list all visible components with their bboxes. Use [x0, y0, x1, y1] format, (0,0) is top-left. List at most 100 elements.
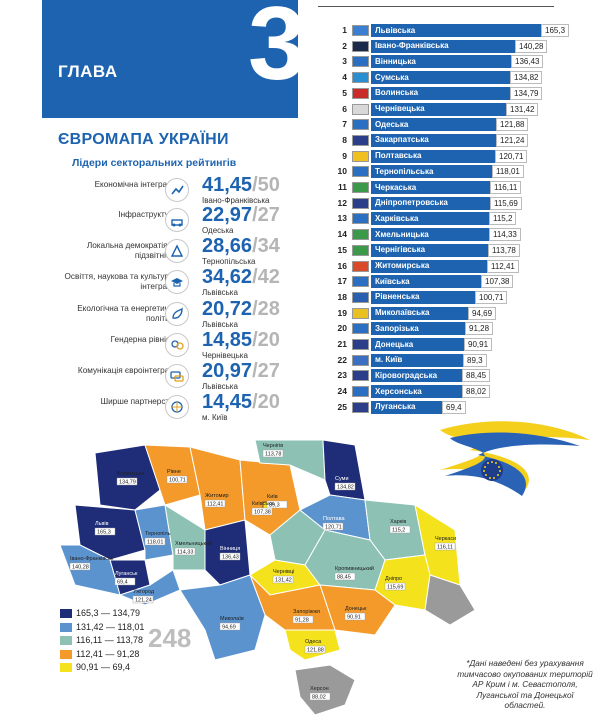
rating-row: 14 Хмельницька 114,33 — [333, 228, 593, 242]
region-flag-icon — [352, 244, 369, 256]
legend-swatch — [60, 609, 72, 618]
legend-swatch — [60, 622, 72, 632]
rating-row: 3 Вінницька 136,43 — [333, 55, 593, 69]
rating-row: 11 Черкаська 116,11 — [333, 181, 593, 194]
rating-value: 131,42 — [506, 102, 539, 116]
region-flag-icon — [352, 229, 369, 241]
rating-rank: 17 — [337, 276, 347, 287]
rating-value: 91,28 — [465, 322, 494, 336]
sector-leader-region: Львівська — [202, 288, 238, 297]
rating-region-name: Харківська — [375, 213, 419, 223]
sector-leader-row: Освіття, наукова та культурна інтеграція… — [48, 267, 310, 300]
rating-rank: 24 — [337, 386, 347, 397]
map-city-label: Черкаси — [435, 536, 456, 542]
map-value-label: 100,71 — [169, 478, 186, 484]
rating-rank: 3 — [342, 56, 347, 67]
chapter-label: ГЛАВА — [58, 62, 118, 81]
rating-bar — [371, 369, 462, 383]
map-value-label: 89,3 — [269, 503, 280, 509]
footnote: *Дані наведені без урахування тимчасово … — [457, 658, 593, 710]
rating-bar — [371, 259, 487, 273]
sector-score-max: /27 — [252, 360, 280, 382]
rating-row: 2 Івано-Франківська 140,28 — [333, 39, 593, 53]
rating-bar — [371, 196, 490, 210]
legend-item: 90,91 — 69,4 — [60, 662, 180, 674]
rating-rank: 5 — [342, 87, 347, 98]
sector-leader-row: Комунікація євроінтеграції 20,97/27 Львівс… — [48, 361, 310, 394]
sector-score: 34,62/42 — [202, 267, 280, 287]
map-city-label: Полтава — [323, 516, 345, 522]
sector-leader-row: Економічна інтеграція 41,45/50 Івано-Франк… — [48, 175, 310, 208]
map-region-kherson — [284, 629, 341, 661]
rating-value: 140,28 — [515, 39, 548, 53]
rating-rank: 11 — [338, 182, 347, 192]
rating-row: 16 Житомирська 112,41 — [333, 259, 593, 273]
democracy-icon — [165, 239, 189, 263]
map-value-label: 121,88 — [307, 648, 324, 654]
region-flag-icon — [352, 401, 369, 413]
legend-range: 165,3 — 134,79 — [76, 608, 141, 618]
page-subtitle: Лідери секторальних рейтингів — [72, 157, 237, 169]
rating-rank: 7 — [342, 119, 347, 130]
rating-row: 19 Миколаївська 94,69 — [333, 306, 593, 320]
rating-region-name: Черкаська — [375, 182, 417, 192]
rating-row: 22 м. Київ 89,3 — [333, 353, 593, 367]
rating-rank: 4 — [342, 72, 347, 83]
rating-region-name: Київська — [375, 276, 410, 286]
region-flag-icon — [352, 386, 369, 398]
region-flag-icon — [352, 354, 369, 366]
rating-rank: 25 — [337, 401, 347, 412]
legend-range: 131,42 — 118,01 — [76, 621, 145, 632]
rating-bar — [371, 86, 510, 100]
map-city-label: Одеса — [305, 639, 322, 645]
rating-row: 7 Одеська 121,88 — [333, 118, 593, 132]
map-value-label: 113,78 — [265, 452, 281, 458]
map-value-box — [251, 507, 273, 516]
map-value-box — [292, 615, 314, 624]
rating-value: 120,71 — [495, 149, 528, 163]
map-value-box — [219, 552, 241, 561]
page-title: ЄВРОМАПА УКРАЇНИ — [58, 131, 229, 148]
rating-bar — [371, 275, 481, 289]
map-city-label: Харків — [390, 519, 406, 525]
map-city-label: Львів — [95, 521, 109, 527]
sector-name: Ширше партнерство — [100, 397, 178, 406]
page-number: 248 — [148, 623, 192, 653]
rating-value: 107,38 — [481, 275, 514, 289]
map-city-label: Луганськ — [115, 571, 138, 577]
map-value-box — [94, 527, 116, 536]
region-flag-icon — [352, 339, 369, 350]
map-value-box — [116, 477, 138, 486]
rating-row: 4 Сумська 134,82 — [333, 71, 593, 85]
rating-row: 24 Херсонська 88,02 — [333, 385, 593, 399]
sector-score: 20,72/28 — [202, 299, 280, 319]
map-value-box — [344, 612, 366, 621]
map-value-label: 88,45 — [337, 575, 351, 581]
infrastructure-icon — [165, 208, 189, 232]
rating-row: 8 Закарпатська 121,24 — [333, 133, 593, 147]
legend-item: 131,42 — 118,01 — [60, 622, 180, 634]
sector-score-max: /28 — [252, 298, 280, 320]
rating-bar — [371, 149, 495, 163]
rating-value: 100,71 — [475, 290, 508, 304]
rating-row: 12 Дніпропетровська 115,69 — [333, 196, 593, 210]
sector-name: Комунікація євроінтеграції — [77, 366, 178, 375]
region-flag-icon — [352, 56, 369, 68]
map-value-label: 88,02 — [312, 695, 326, 701]
rating-bar — [371, 71, 510, 85]
map-city-label: Хмельницький — [175, 540, 212, 547]
map-city-label: Ужгород — [133, 589, 155, 595]
rating-rank: 14 — [337, 229, 347, 240]
map-value-box — [434, 542, 456, 551]
rating-value: 69,4 — [442, 400, 466, 414]
rating-rank: 1 — [342, 25, 347, 35]
rating-region-name: Запорізька — [375, 323, 419, 333]
communication-icon — [165, 364, 189, 388]
rating-row: 17 Київська 107,38 — [333, 275, 593, 289]
map-city-label: Суми — [335, 476, 349, 482]
map-value-box — [334, 572, 356, 581]
map-value-box — [272, 575, 294, 584]
rating-region-name: Херсонська — [375, 386, 422, 396]
rating-row: 1 Львівська 165,3 — [333, 24, 593, 37]
map-city-label: Рівне — [167, 469, 181, 475]
